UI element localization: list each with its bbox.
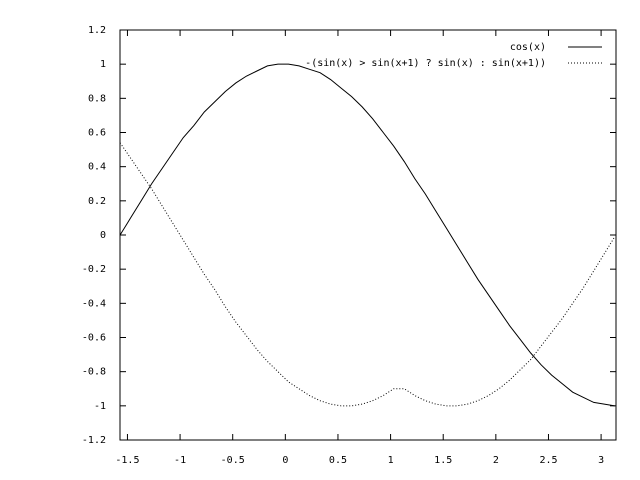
y-tick-label: 0.4: [88, 162, 106, 173]
series-line: [119, 142, 616, 407]
x-tick-label: 1.5: [434, 455, 452, 466]
y-tick-label: -0.6: [82, 333, 106, 344]
y-tick-label: -1: [94, 401, 106, 412]
y-tick-label: 1.2: [88, 25, 106, 36]
y-tick-label: -0.4: [82, 298, 106, 309]
y-tick-label: 1: [100, 59, 106, 70]
x-tick-label: 0: [282, 455, 288, 466]
y-tick-label: -1.2: [82, 435, 106, 446]
series-line: [119, 63, 615, 407]
x-tick-label: -1: [174, 455, 186, 466]
y-tick-label: 0.6: [88, 128, 106, 139]
plot-border: [119, 29, 617, 441]
y-tick-label: -0.2: [82, 264, 106, 275]
x-tick-label: 2: [493, 455, 499, 466]
x-tick-label: 0.5: [329, 455, 347, 466]
y-tick-label: -0.8: [82, 367, 106, 378]
x-tick-label: -0.5: [221, 455, 245, 466]
legend-label: cos(x): [510, 42, 546, 53]
y-tick-label: 0.8: [88, 93, 106, 104]
x-tick-label: 3: [598, 455, 604, 466]
x-tick-label: 1: [388, 455, 394, 466]
y-tick-label: 0.2: [88, 196, 106, 207]
x-tick-label: -1.5: [115, 455, 139, 466]
legend-label: -(sin(x) > sin(x+1) ? sin(x) : sin(x+1)): [305, 58, 546, 69]
y-tick-label: 0: [100, 230, 106, 241]
x-tick-label: 2.5: [539, 455, 557, 466]
